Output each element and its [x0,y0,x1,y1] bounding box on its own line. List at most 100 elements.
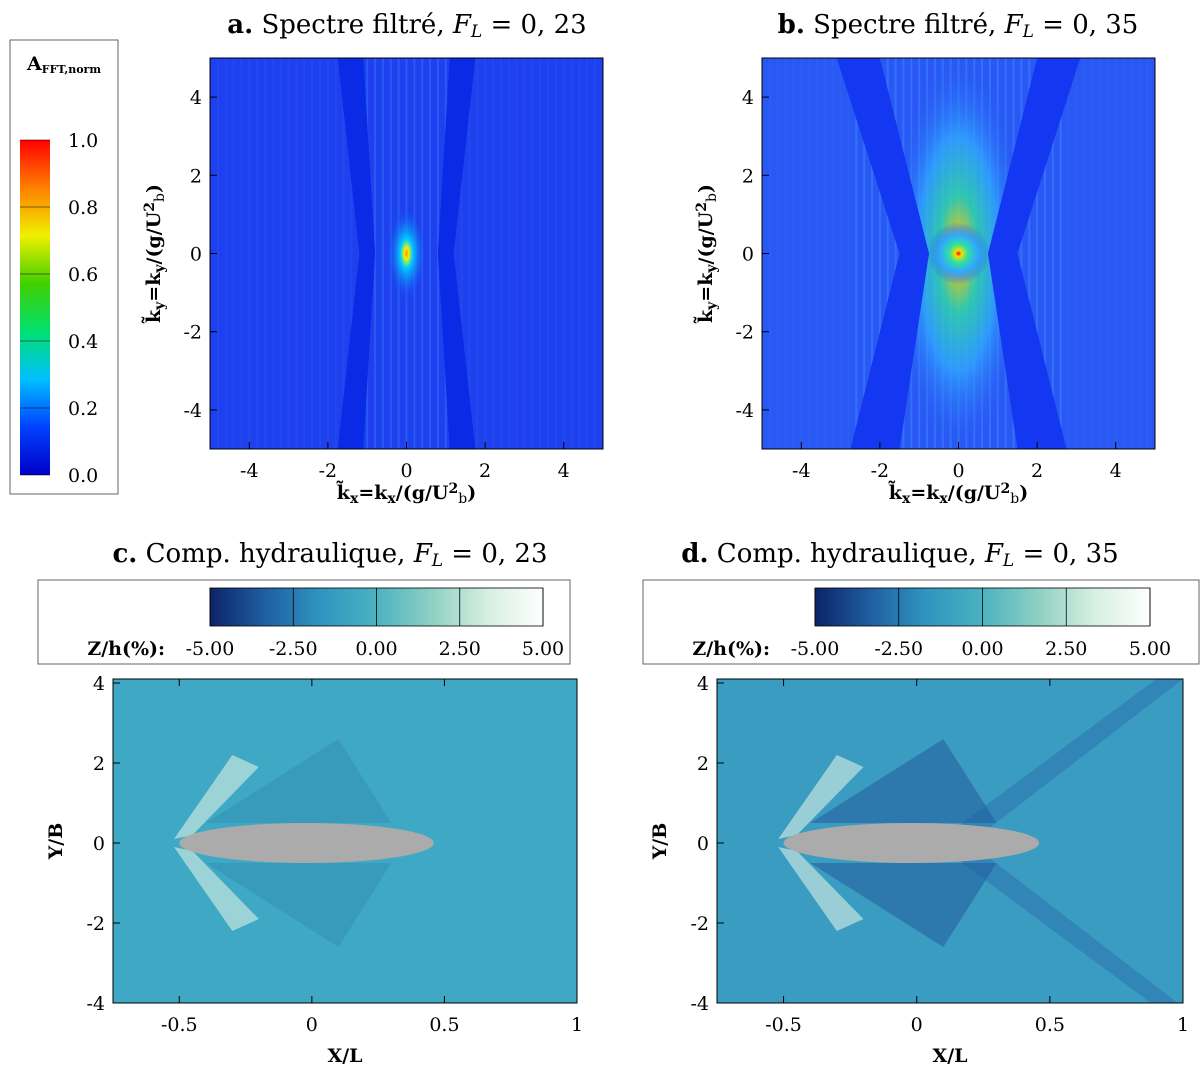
stripe [1051,58,1054,449]
wake-dark [810,863,997,947]
colorbar-tick-label: 0.4 [68,331,98,353]
y-tick-label: 2 [697,753,709,775]
x-tick-label: 0 [400,460,412,482]
stripe [886,58,889,449]
stripe [1036,58,1039,449]
stripe [1043,58,1046,449]
x-tick-label: -4 [240,460,259,482]
stripe [863,58,866,449]
x-tick-label: 2 [479,460,491,482]
stripe [539,58,542,449]
x-axis-label: X/L [932,1045,967,1067]
band [836,58,930,449]
hull [179,823,434,863]
stripe [1130,58,1133,449]
text-part: y [704,264,720,274]
stripe [1028,58,1031,449]
stripe [808,58,811,449]
colorbar-tick-label: -5.00 [791,638,840,660]
text-part: b [1010,491,1019,507]
stripe [1067,58,1070,449]
y-tick-label: 2 [742,165,754,187]
y-tick-label: -2 [183,322,202,344]
text-part: F [413,539,433,569]
stripe [1059,58,1062,449]
x-tick-label: 2 [1031,460,1043,482]
colorbar-tick-label: -2.50 [874,638,923,660]
y-tick-label: 0 [742,244,754,266]
text-part: =k [358,482,388,504]
stripe [311,58,314,449]
stripe [839,58,842,449]
stripe [507,58,510,449]
text-part: L [1002,551,1014,571]
stripe [586,58,589,449]
y-axis-label: Y/B [45,823,67,861]
stripe [578,58,581,449]
text-part: Z/h(%): [87,638,165,660]
stripe [531,58,534,449]
stripe [816,58,819,449]
colorbar-tick-label: 2.50 [439,638,481,660]
text-part: b [152,193,168,202]
text-part: ) [695,184,717,193]
stripe [279,58,282,449]
wake-dark [956,679,1183,843]
chart-title: c. Comp. hydraulique, FL = 0, 23 [112,539,547,571]
stripe [264,58,267,449]
stripe [792,58,795,449]
text-part: 2 [142,202,158,212]
stripe [303,58,306,449]
text-part: b [704,193,720,202]
text-part: L [470,22,482,42]
stripe [546,58,549,449]
stripe [381,58,384,449]
text-part: k̃ [694,309,717,324]
band [337,58,376,449]
stripe [326,58,329,449]
stripe [1114,58,1117,449]
text-part: k̃ [142,309,165,324]
y-tick-label: 4 [190,87,202,109]
x-tick-label: 0.5 [1035,1014,1065,1036]
text-part: F [1004,10,1024,40]
stripe [224,58,227,449]
stripe [460,58,463,449]
colorbar-tick-label: 5.00 [522,638,564,660]
stripe [491,58,494,449]
stripe [350,58,353,449]
text-part: X/L [932,1045,967,1067]
text-part: L [1022,22,1034,42]
x-tick-label: 4 [1110,460,1122,482]
stripe [523,58,526,449]
colorbar-tick-label: 1.0 [68,130,98,152]
colorbar-tick-label: 0.6 [68,264,98,286]
text-part: /(g/U [143,211,165,264]
text-part: = 0, 35 [1014,539,1118,569]
wake-light [778,847,864,931]
stripe [800,58,803,449]
y-tick-label: 2 [93,753,105,775]
stripe [468,58,471,449]
stripe [1091,58,1094,449]
stripe [1083,58,1086,449]
x-tick-label: 4 [558,460,570,482]
y-tick-label: -2 [86,913,105,935]
text-part: Spectre filtré, [253,10,453,40]
stripe [476,58,479,449]
stripe [216,58,219,449]
text-part: F [984,539,1004,569]
y-tick-label: -2 [690,913,709,935]
stripe [1146,58,1149,449]
x-tick-label: -0.5 [765,1014,802,1036]
text-part: = 0, 35 [1034,10,1138,40]
text-part: FFT,norm [42,63,102,76]
stripe [1075,58,1078,449]
text-part: =k [695,272,717,302]
chart-title: b. Spectre filtré, FL = 0, 35 [778,10,1139,42]
text-part: A [26,53,42,75]
y-axis-label: k̃y=ky/(g/U2b) [142,184,168,324]
band [437,58,476,449]
text-part: y [152,264,168,274]
